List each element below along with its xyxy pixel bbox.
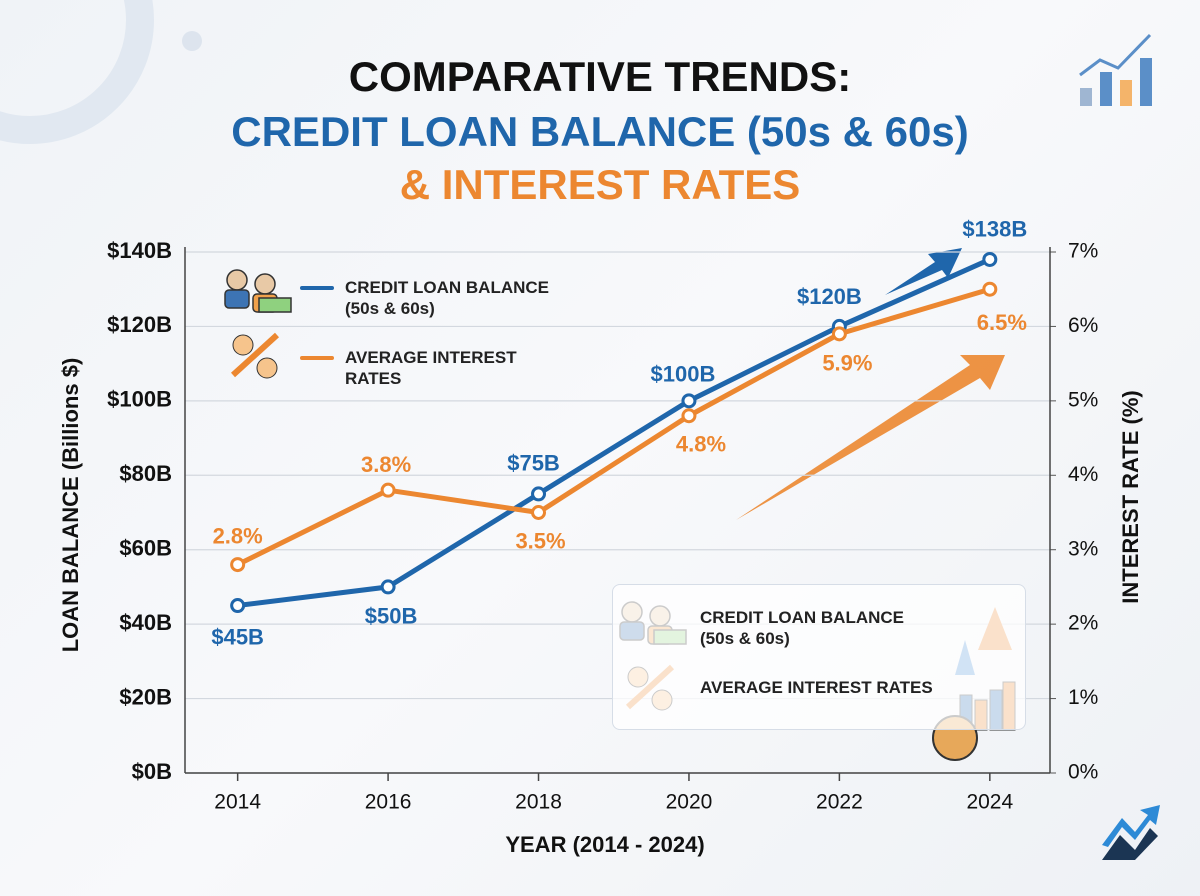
legend-icon [232,334,254,356]
legend-icon [256,357,278,379]
y-tick-label: $120B [107,312,172,337]
legend-label: CREDIT LOAN BALANCE (50s & 60s) [700,608,904,648]
data-label: 6.5% [977,310,1027,335]
decoration [0,0,154,144]
x-axis-title: YEAR (2014 - 2024) [505,832,704,857]
top-icon [1079,33,1152,106]
data-point [230,598,246,614]
data-point [380,482,396,498]
data-point [531,505,547,520]
trend-arrow [736,355,1005,520]
legend-label: AVERAGE INTEREST RATES [700,678,933,697]
y-tick-label: $40B [119,610,172,635]
data-label: $50B [365,604,418,629]
data-label: 5.9% [822,351,872,376]
y-tick-label: $20B [119,684,172,709]
data-point [982,251,998,267]
x-tick-label: 2018 [515,791,562,814]
legend-icon [224,289,250,309]
data-point [230,557,246,573]
data-label: $45B [211,624,264,649]
legend-icon [230,332,280,378]
data-label: $75B [507,451,560,476]
legend-icon [258,297,292,313]
x-tick-label: 2022 [816,791,863,814]
decoration [182,31,202,51]
data-label: 4.8% [676,432,726,457]
data-label: $138B [962,216,1027,241]
y-axis-title: LOAN BALANCE (Billions $) [58,358,83,653]
x-tick-label: 2024 [966,791,1013,814]
title: COMPARATIVE TRENDS: [349,53,851,100]
y-tick-label: $140B [107,238,172,263]
y2-tick-label: 0% [1068,761,1098,784]
title: & INTEREST RATES [400,161,801,208]
y2-tick-label: 2% [1068,612,1098,635]
legend-label: CREDIT LOAN BALANCE (50s & 60s) [345,278,549,318]
data-label: 3.8% [361,452,411,477]
y2-tick-label: 5% [1068,388,1098,411]
legend-icon [254,273,276,295]
data-label: 2.8% [213,523,263,548]
data-label: $100B [651,362,716,387]
y2-tick-label: 7% [1068,240,1098,263]
legend-icon [226,269,248,291]
data-point [531,486,547,502]
x-tick-label: 2020 [666,791,713,814]
y-tick-label: $100B [107,387,172,412]
legend-swatch [300,286,334,290]
data-point [681,408,697,424]
y-tick-label: $60B [119,536,172,561]
y2-tick-label: 6% [1068,314,1098,337]
y-tick-label: $0B [132,759,172,784]
x-tick-label: 2016 [365,791,412,814]
title: CREDIT LOAN BALANCE (50s & 60s) [231,108,968,155]
data-point [380,579,396,595]
logo [1102,805,1160,860]
y-tick-label: $80B [119,461,172,486]
legend-label: AVERAGE INTEREST RATES [345,348,517,388]
data-label: $120B [797,284,862,309]
series-line [236,286,991,567]
trend-arrow [885,248,962,295]
data-point [982,281,998,297]
y2-tick-label: 3% [1068,537,1098,560]
data-point [681,393,697,409]
legend-box [612,584,1026,730]
x-tick-label: 2014 [214,791,261,814]
y2-axis-title: INTEREST RATE (%) [1118,390,1143,603]
series-line [237,257,991,609]
y2-tick-label: 4% [1068,463,1098,486]
data-label: 3.5% [515,528,565,553]
data-point [831,326,847,342]
legend-swatch [300,356,334,360]
y2-tick-label: 1% [1068,686,1098,709]
